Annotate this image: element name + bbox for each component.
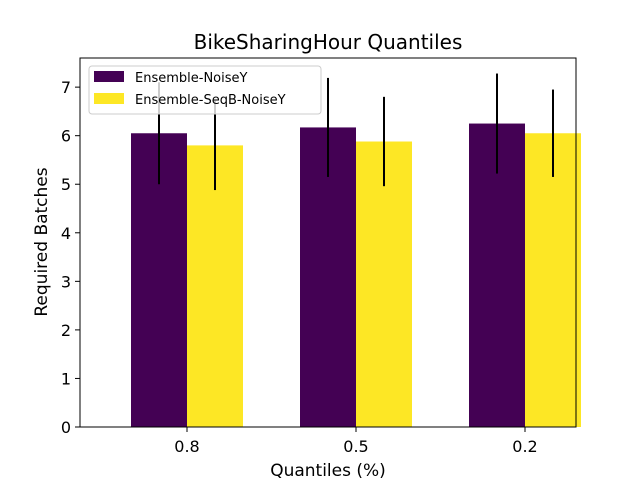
legend-box [88,65,322,115]
chart-title: BikeSharingHour Quantiles [194,30,463,54]
bar-ensemble-seqb-noisey-0.5 [356,141,412,427]
y-tick-label: 4 [61,224,71,243]
y-tick-label: 3 [61,272,71,291]
x-axis-label: Quantiles (%) [270,461,386,480]
error-bars-group [158,73,554,191]
y-tick-label: 6 [61,127,71,146]
y-tick-label: 5 [61,175,71,194]
y-axis-label: Required Batches [32,167,52,316]
bar-ensemble-seqb-noisey-0.8 [187,145,243,428]
bar-ensemble-seqb-noisey-0.2 [525,133,581,427]
plot-frame [79,57,577,428]
y-tick-label: 1 [61,369,71,388]
legend-swatch [94,71,124,82]
legend-label: Ensemble-SeqB-NoiseY [135,93,286,108]
legend-label: Ensemble-NoiseY [135,71,248,86]
y-tick-label: 7 [61,78,71,97]
x-axis: 0.8 0.5 0.2 [174,427,538,456]
bar-ensemble-noisey-0.2 [469,123,525,427]
y-axis: 0 1 2 3 4 5 6 7 [61,78,80,437]
x-tick-label: 0.2 [512,437,537,456]
legend-swatch [94,93,124,104]
y-tick-label: 2 [61,321,71,340]
bar-ensemble-noisey-0.5 [300,127,356,427]
x-tick-label: 0.5 [343,437,368,456]
bars-group [131,123,581,428]
y-tick-label: 0 [61,418,71,437]
x-tick-label: 0.8 [174,437,199,456]
legend: Ensemble-NoiseY Ensemble-SeqB-NoiseY [88,65,322,115]
